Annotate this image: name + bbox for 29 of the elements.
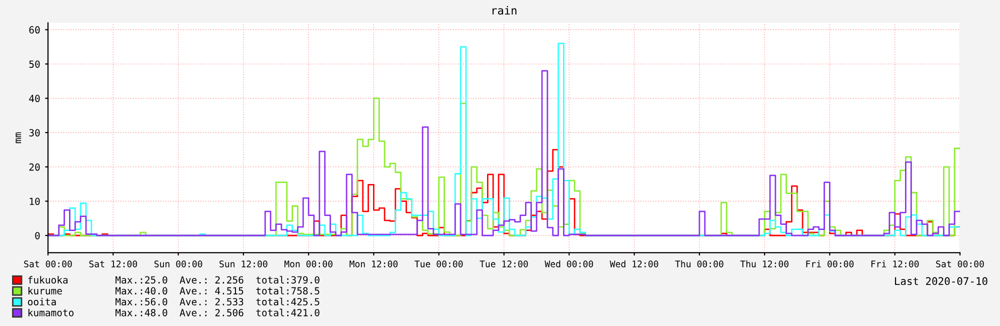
x-tick-label: Sat 12:00 [89, 260, 138, 268]
y-tick-label: 40 [29, 94, 40, 102]
x-tick-label: Sat 00:00 [24, 260, 72, 268]
x-tick-label: Sun 12:00 [220, 260, 268, 268]
x-tick-label: Mon 00:00 [284, 260, 332, 268]
legend-label: ooita Max.:56.0 Ave.: 2.533 total:425.5 [28, 298, 320, 306]
x-tick-label: Wed 12:00 [610, 260, 658, 268]
x-tick-label: Fri 12:00 [871, 260, 919, 268]
y-tick-label: 20 [29, 163, 40, 171]
x-tick-label: Sat 00:00 [936, 260, 984, 268]
chart-title: rain [492, 6, 516, 15]
x-tick-label: Tue 00:00 [414, 260, 463, 268]
y-tick-label: 0 [35, 232, 40, 240]
legend-label: kurume Max.:40.0 Ave.: 4.515 total:758.5 [28, 286, 320, 294]
legend-label: fukuoka Max.:25.0 Ave.: 2.256 total:379.0 [28, 276, 320, 284]
x-tick-label: Fri 00:00 [806, 260, 854, 268]
y-tick-label: 30 [29, 129, 40, 136]
x-tick-label: Mon 12:00 [350, 260, 398, 268]
y-axis-title: mm [16, 132, 22, 144]
x-tick-label: Wed 00:00 [544, 260, 594, 268]
text: Last 2020-07-10 [895, 277, 988, 286]
x-tick-label: Thu 00:00 [675, 260, 724, 268]
x-tick-label: Tue 12:00 [480, 260, 528, 268]
x-tick-label: Thu 12:00 [740, 260, 788, 268]
x-tick-label: Sun 00:00 [154, 260, 202, 268]
y-tick-label: 60 [29, 26, 40, 34]
y-tick-label: 50 [29, 60, 40, 68]
y-tick-label: 10 [30, 198, 40, 206]
legend-label: kumamoto Max.:48.0 Ave.: 2.506 total:421.0 [28, 308, 320, 316]
